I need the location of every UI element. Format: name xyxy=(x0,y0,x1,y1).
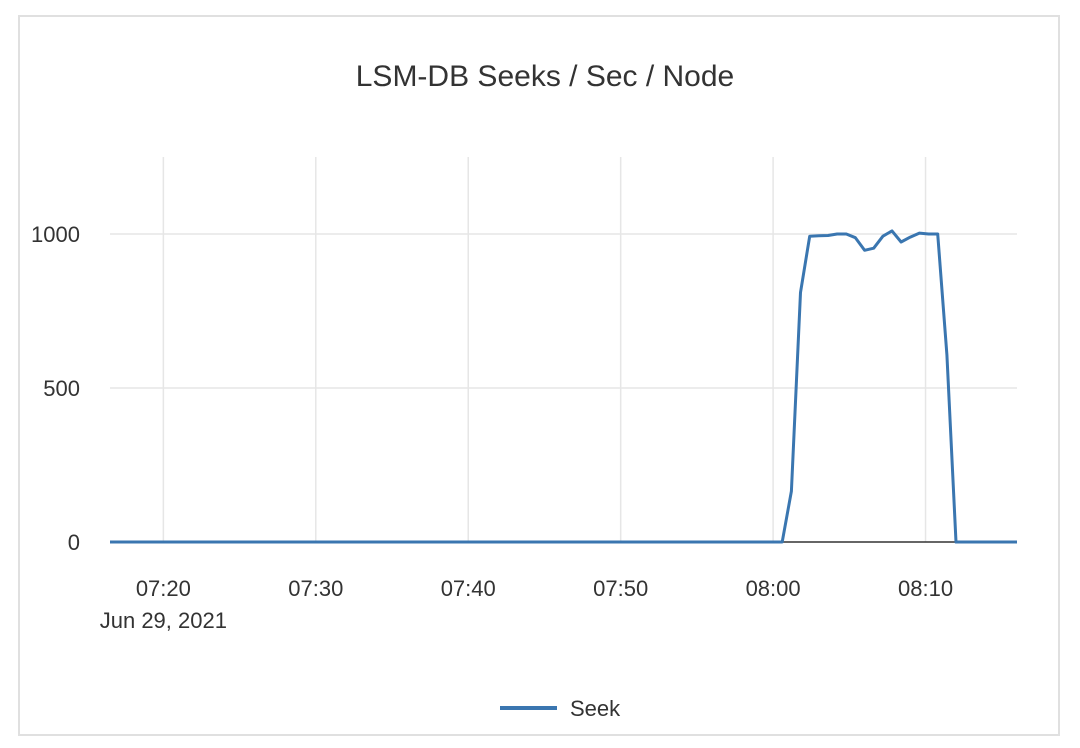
series-layer xyxy=(110,229,1017,544)
x-tick-date-label: Jun 29, 2021 xyxy=(100,608,227,633)
x-tick-label: 08:10 xyxy=(898,576,953,601)
legend-label-seek[interactable]: Seek xyxy=(570,696,621,721)
legend[interactable]: Seek xyxy=(500,696,621,721)
x-tick-label: 07:30 xyxy=(288,576,343,601)
x-tick-label: 07:20 xyxy=(136,576,191,601)
x-axis-ticks: 07:20 Jun 29, 2021 07:30 07:40 07:50 08:00 08:… xyxy=(100,576,953,633)
series-line-seek xyxy=(110,229,1017,544)
grid xyxy=(110,157,1017,542)
chart-frame xyxy=(18,15,1060,736)
x-tick-label: 08:00 xyxy=(746,576,801,601)
x-tick-label: 07:40 xyxy=(441,576,496,601)
y-axis-ticks: 0 500 1000 xyxy=(31,222,80,555)
chart-title: LSM-DB Seeks / Sec / Node xyxy=(356,60,735,93)
y-tick-label: 0 xyxy=(68,530,80,555)
y-tick-label: 1000 xyxy=(31,222,80,247)
y-tick-label: 500 xyxy=(43,376,80,401)
x-tick-label: 07:50 xyxy=(593,576,648,601)
